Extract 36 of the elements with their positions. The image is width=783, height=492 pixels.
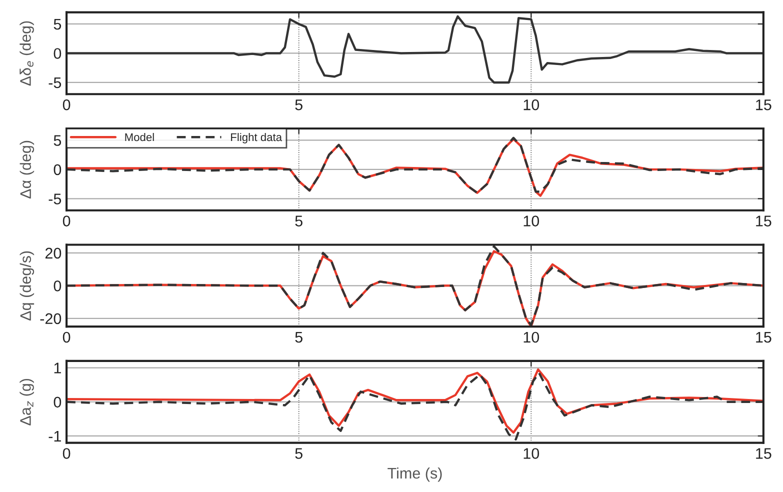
x-tick-label: 5 [295,100,302,110]
y-tick-label: 1 [54,362,61,374]
x-tick-label: 0 [62,332,70,343]
x-tick-label: 15 [756,448,772,459]
x-tick-label: 0 [62,216,70,226]
y-axis-title: Δα (deg) [20,140,34,198]
x-tick-label: 5 [295,448,302,459]
y-axis-title: Δa$_{z}$ (g) [20,378,34,426]
y-axis-title: Δq (deg/s) [20,251,34,320]
x-tick-label: 10 [524,448,540,459]
x-tick-label: 15 [756,100,772,110]
x-tick-label: 15 [756,332,772,343]
y-tick-label: 5 [54,19,62,30]
y-tick-label: 0 [54,280,62,292]
line-series [66,15,764,84]
x-tick-label: 10 [524,99,540,110]
legend-label: Model [125,132,154,142]
y-tick-label: 20 [45,248,62,259]
x-tick-label: 0 [62,448,70,459]
y-tick-label: -5 [48,77,62,88]
x-tick-label: 10 [524,216,540,226]
legend-label: Flight data [231,132,282,144]
y-tick-label: -5 [48,194,62,204]
y-tick-label: 0 [54,396,62,408]
x-tick-label: 10 [524,332,540,343]
x-tick-label: 5 [295,216,302,226]
x-tick-label: 15 [756,216,772,226]
y-tick-label: 0 [54,164,62,176]
y-axis-title: Δδ$_{e}$ (deg) [20,21,34,86]
y-tick-label: -20 [40,313,62,324]
y-tick-label: 5 [54,135,62,146]
y-tick-label: -1 [48,431,61,442]
x-tick-label: 0 [62,99,70,110]
y-tick-label: 0 [54,48,62,59]
x-axis-title: Time (s) [388,467,442,482]
x-tick-label: 5 [295,332,302,343]
